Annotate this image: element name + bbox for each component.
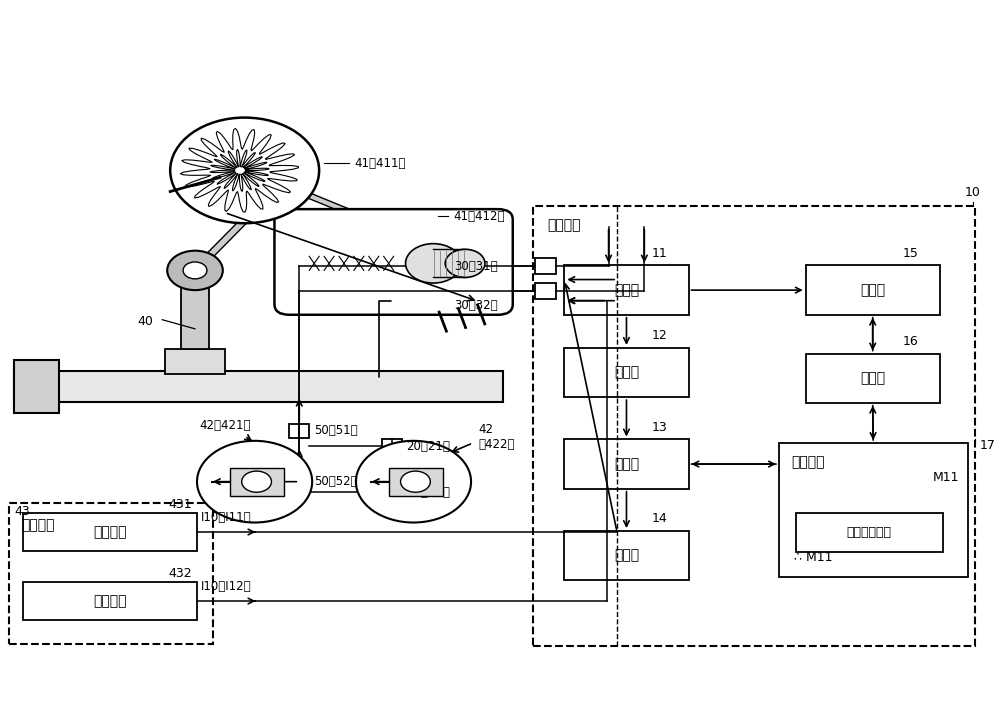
FancyBboxPatch shape [289, 424, 309, 438]
Text: 42（421）: 42（421） [199, 419, 251, 433]
Text: 431: 431 [168, 498, 192, 510]
Text: 控制装置: 控制装置 [21, 518, 55, 532]
FancyBboxPatch shape [564, 440, 689, 489]
FancyBboxPatch shape [535, 259, 556, 274]
Text: 输出器: 输出器 [614, 549, 639, 563]
Text: 学习后的模型: 学习后的模型 [847, 526, 892, 539]
FancyBboxPatch shape [23, 583, 197, 620]
FancyBboxPatch shape [796, 513, 943, 552]
Text: 30（32）: 30（32） [454, 299, 498, 312]
Text: 13: 13 [651, 421, 667, 434]
Text: 获取器: 获取器 [614, 283, 639, 297]
FancyBboxPatch shape [165, 349, 225, 374]
Text: 10: 10 [965, 185, 980, 199]
Text: I10（I11）: I10（I11） [200, 510, 251, 524]
Text: 电源装置: 电源装置 [93, 525, 127, 539]
Text: 30（31）: 30（31） [454, 259, 498, 273]
Text: 存储装置: 存储装置 [791, 455, 824, 469]
Text: 432: 432 [168, 566, 192, 580]
Circle shape [445, 250, 485, 277]
Text: 20（22）: 20（22） [407, 486, 450, 498]
Text: 41（412）: 41（412） [453, 210, 505, 223]
FancyBboxPatch shape [230, 467, 284, 496]
Text: 提取器: 提取器 [614, 366, 639, 380]
Text: 12: 12 [651, 329, 667, 342]
Text: （422）: （422） [478, 438, 515, 451]
Text: 42: 42 [478, 423, 493, 436]
Circle shape [183, 262, 207, 279]
Text: 诊断系统: 诊断系统 [548, 218, 581, 233]
Circle shape [242, 471, 271, 492]
FancyBboxPatch shape [779, 443, 968, 577]
FancyBboxPatch shape [274, 209, 513, 315]
Circle shape [170, 117, 319, 223]
FancyBboxPatch shape [806, 354, 940, 403]
Text: 50（51）: 50（51） [314, 424, 358, 438]
Circle shape [197, 441, 312, 522]
Text: 20（21）: 20（21） [407, 440, 450, 453]
FancyBboxPatch shape [564, 348, 689, 397]
FancyBboxPatch shape [382, 440, 402, 453]
Text: 收集器: 收集器 [860, 283, 885, 297]
Circle shape [356, 441, 471, 522]
Text: 11: 11 [651, 247, 667, 260]
Text: 17: 17 [979, 440, 995, 452]
FancyBboxPatch shape [14, 360, 59, 414]
Text: 40: 40 [137, 315, 153, 328]
FancyBboxPatch shape [181, 279, 209, 349]
Text: 确定器: 确定器 [614, 457, 639, 471]
Text: 50（52）: 50（52） [314, 475, 358, 488]
FancyBboxPatch shape [14, 371, 503, 402]
Text: I10（I12）: I10（I12） [200, 580, 251, 592]
Text: M11: M11 [933, 471, 960, 484]
Circle shape [406, 244, 461, 283]
FancyBboxPatch shape [535, 283, 556, 298]
Circle shape [271, 177, 290, 191]
Circle shape [259, 168, 302, 199]
Text: 41（411）: 41（411） [354, 157, 405, 170]
Text: 15: 15 [903, 247, 918, 260]
FancyBboxPatch shape [564, 531, 689, 580]
FancyBboxPatch shape [806, 265, 940, 315]
FancyBboxPatch shape [564, 265, 689, 315]
Text: ∴ M11: ∴ M11 [794, 551, 832, 564]
FancyBboxPatch shape [389, 467, 443, 496]
Text: 生成器: 生成器 [860, 371, 885, 385]
Text: 16: 16 [903, 335, 918, 348]
Text: 14: 14 [651, 513, 667, 525]
Circle shape [167, 251, 223, 290]
Circle shape [417, 235, 453, 260]
Text: 电源装置: 电源装置 [93, 594, 127, 608]
Circle shape [401, 471, 430, 492]
FancyBboxPatch shape [382, 485, 402, 499]
FancyBboxPatch shape [23, 513, 197, 551]
FancyBboxPatch shape [289, 474, 309, 489]
Text: 43: 43 [14, 505, 30, 518]
